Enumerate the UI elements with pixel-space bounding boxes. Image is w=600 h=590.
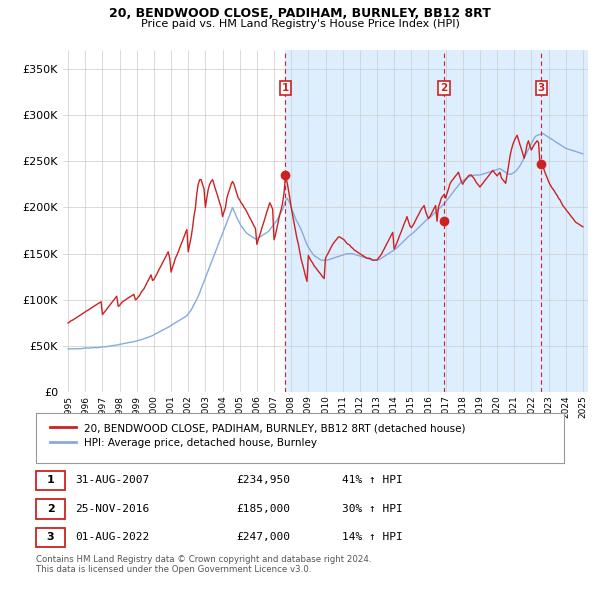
Text: 2: 2 [47, 504, 55, 514]
Text: 3: 3 [538, 83, 545, 93]
Text: Contains HM Land Registry data © Crown copyright and database right 2024.: Contains HM Land Registry data © Crown c… [36, 555, 371, 563]
Text: £185,000: £185,000 [236, 504, 290, 514]
FancyBboxPatch shape [36, 470, 65, 490]
Text: 14% ↑ HPI: 14% ↑ HPI [342, 532, 403, 542]
Text: Price paid vs. HM Land Registry's House Price Index (HPI): Price paid vs. HM Land Registry's House … [140, 19, 460, 29]
Text: £234,950: £234,950 [236, 476, 290, 486]
Text: 1: 1 [47, 476, 55, 486]
Text: 01-AUG-2022: 01-AUG-2022 [76, 532, 150, 542]
Text: 41% ↑ HPI: 41% ↑ HPI [342, 476, 403, 486]
Legend: 20, BENDWOOD CLOSE, PADIHAM, BURNLEY, BB12 8RT (detached house), HPI: Average pr: 20, BENDWOOD CLOSE, PADIHAM, BURNLEY, BB… [46, 419, 469, 451]
Text: This data is licensed under the Open Government Licence v3.0.: This data is licensed under the Open Gov… [36, 565, 311, 574]
Text: 2: 2 [440, 83, 448, 93]
Text: £247,000: £247,000 [236, 532, 290, 542]
Text: 31-AUG-2007: 31-AUG-2007 [76, 476, 150, 486]
Text: 20, BENDWOOD CLOSE, PADIHAM, BURNLEY, BB12 8RT: 20, BENDWOOD CLOSE, PADIHAM, BURNLEY, BB… [109, 7, 491, 20]
FancyBboxPatch shape [36, 499, 65, 519]
Bar [286, 50, 588, 392]
FancyBboxPatch shape [36, 527, 65, 548]
Text: 25-NOV-2016: 25-NOV-2016 [76, 504, 150, 514]
Text: 3: 3 [47, 532, 55, 542]
Text: 30% ↑ HPI: 30% ↑ HPI [342, 504, 403, 514]
Text: 1: 1 [282, 83, 289, 93]
